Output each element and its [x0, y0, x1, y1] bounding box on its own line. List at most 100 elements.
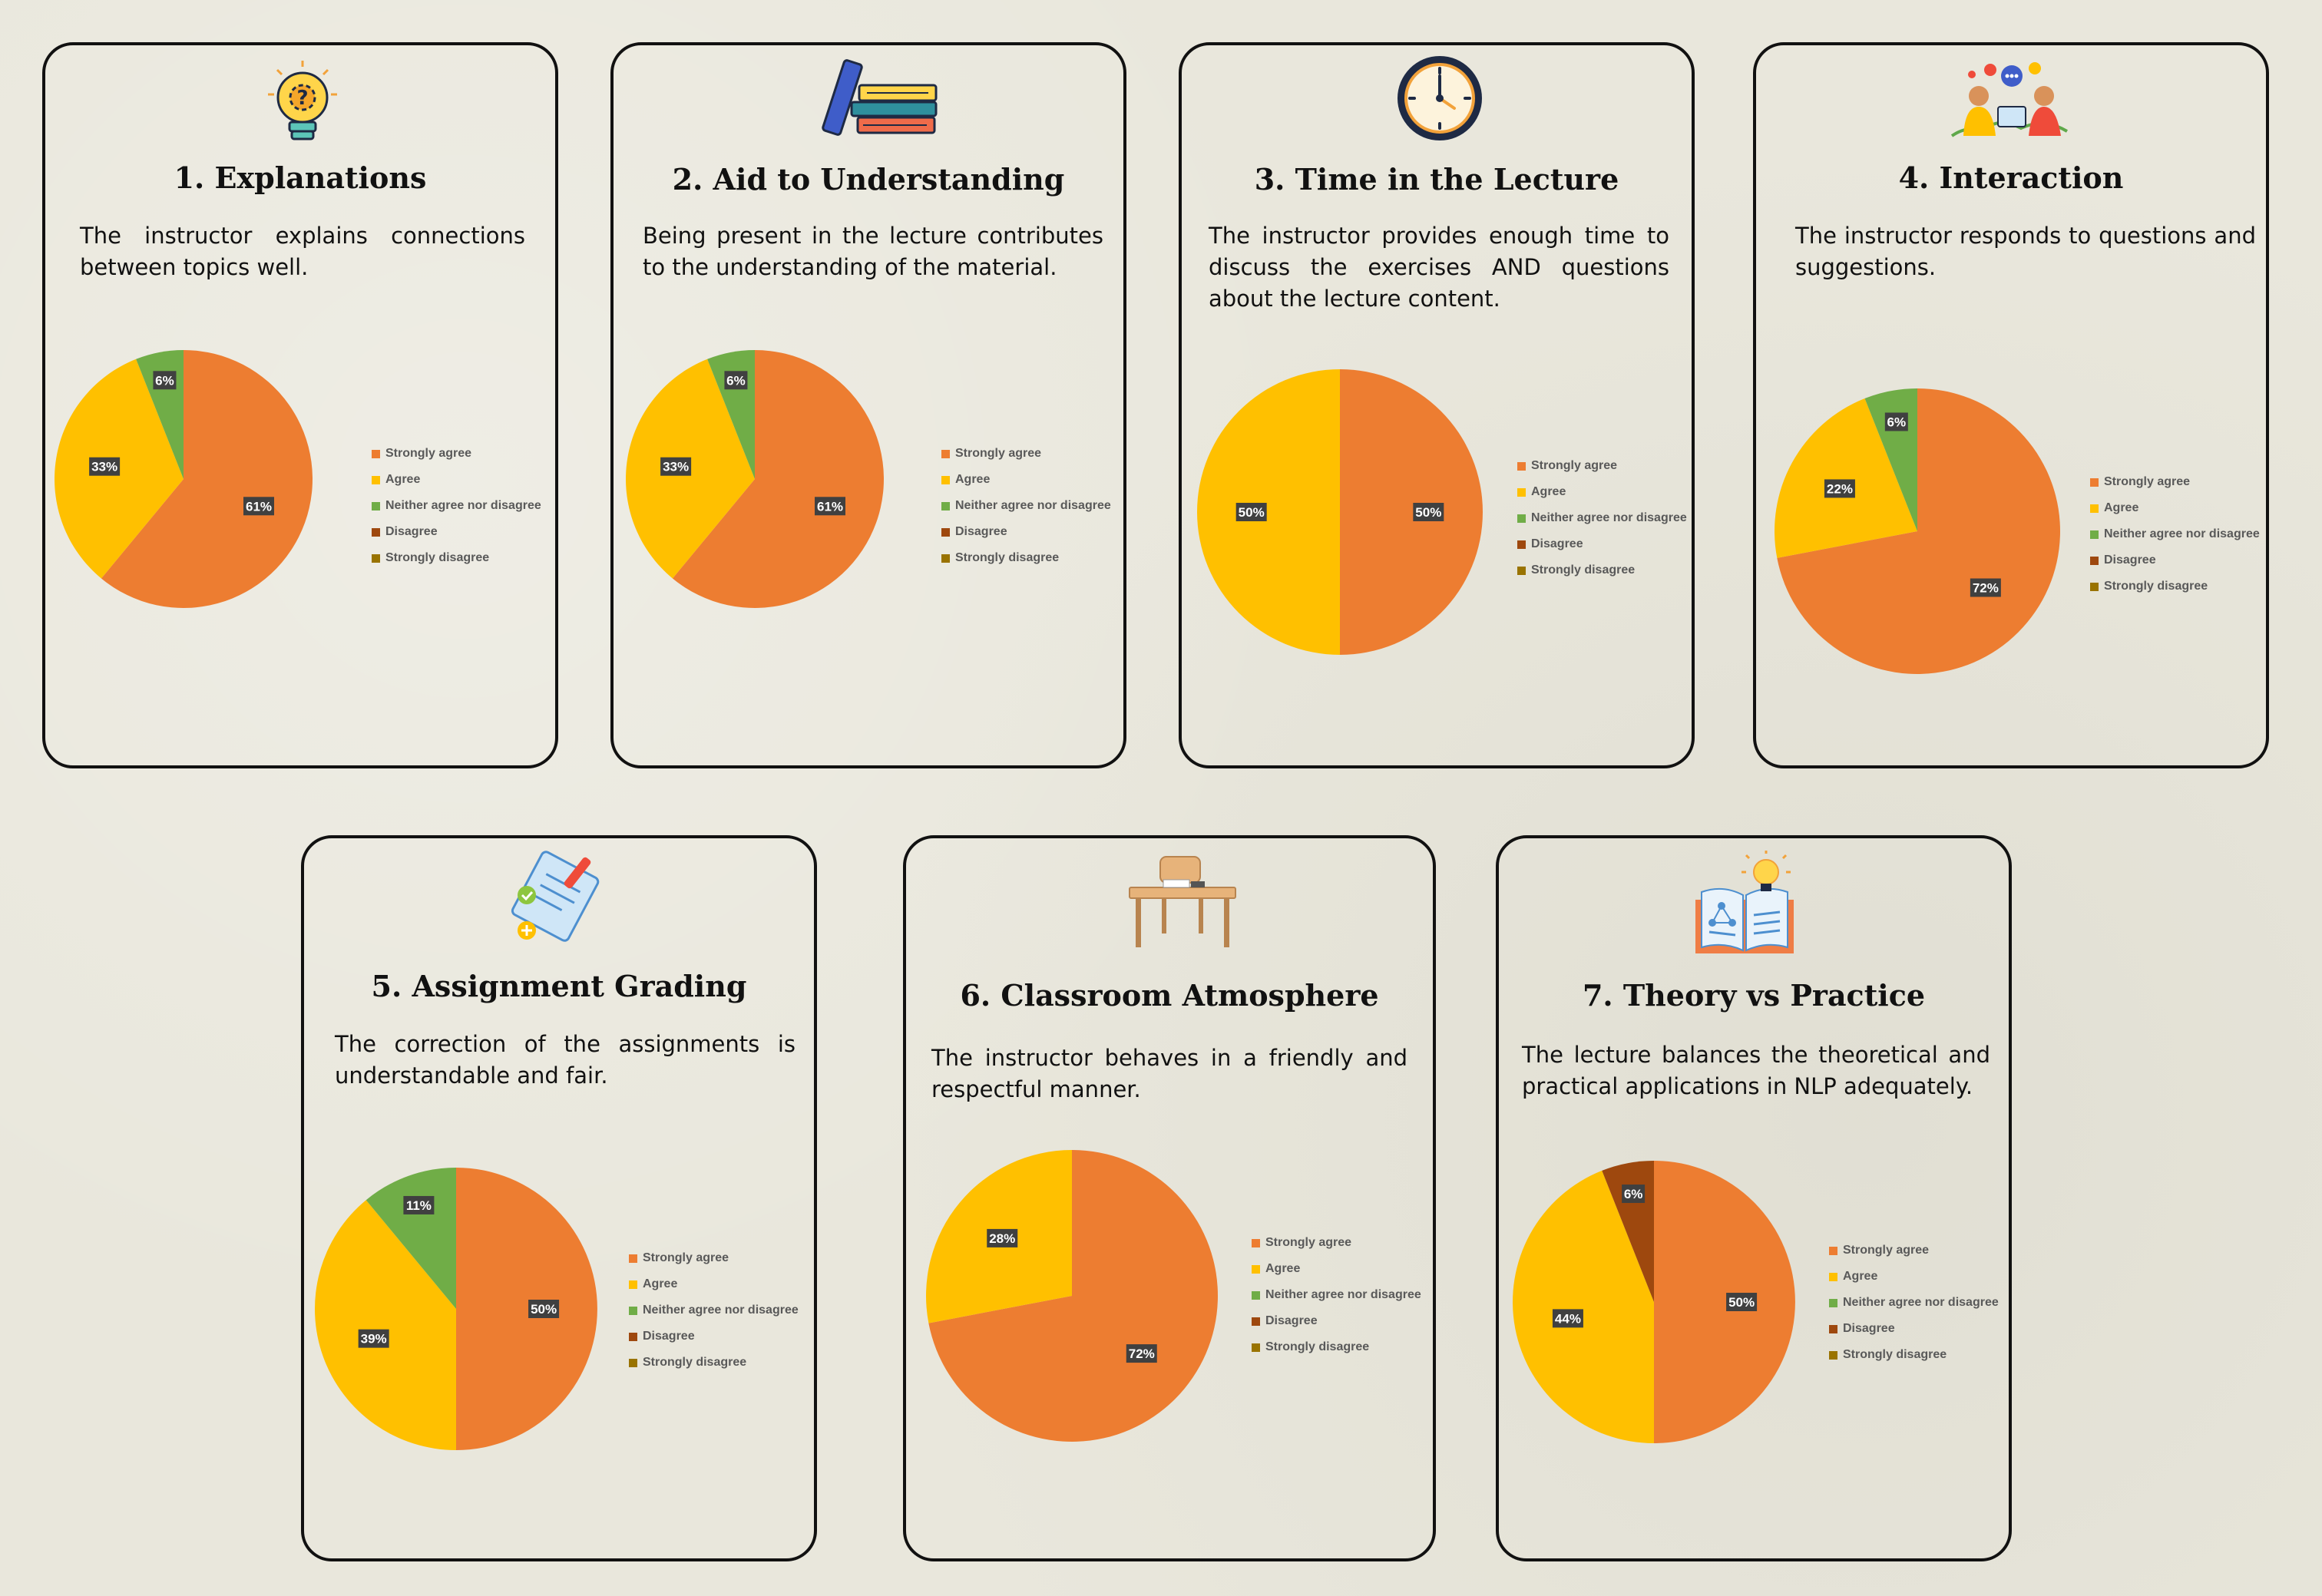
- legend-label: Agree: [385, 473, 421, 486]
- legend-label: Strongly agree: [643, 1251, 729, 1264]
- svg-text:6%: 6%: [1624, 1187, 1643, 1201]
- legend-label: Strongly disagree: [643, 1356, 747, 1369]
- legend-label: Agree: [1843, 1270, 1878, 1283]
- survey-card-classroom-atmosphere: 6. Classroom Atmosphere The instructor b…: [903, 835, 1436, 1561]
- legend-label: Strongly agree: [955, 447, 1042, 460]
- books-icon: [822, 59, 938, 136]
- legend-item-agree: Agree: [372, 467, 541, 493]
- legend-label: Strongly agree: [1265, 1236, 1352, 1249]
- pie-chart: 61% 33% 6%: [54, 350, 313, 608]
- svg-text:28%: 28%: [989, 1231, 1015, 1246]
- svg-text:61%: 61%: [817, 499, 843, 514]
- data-label-strongly-agree: 61%: [243, 497, 275, 516]
- legend-item-strongly-agree: Strongly agree: [1829, 1237, 1999, 1264]
- legend-item-strongly-disagree: Strongly disagree: [629, 1350, 799, 1376]
- legend-item-agree: Agree: [1252, 1256, 1421, 1282]
- legend-swatch: [1517, 461, 1526, 471]
- legend-swatch: [2090, 556, 2099, 565]
- legend-swatch: [372, 449, 380, 458]
- pie-slice-strongly-agree: [1340, 369, 1483, 655]
- legend-swatch: [941, 475, 950, 484]
- legend-swatch: [372, 527, 380, 537]
- legend-item-disagree: Disagree: [629, 1323, 799, 1350]
- legend-item-neither-agree-nor-disagree: Neither agree nor disagree: [2090, 521, 2260, 547]
- svg-text:39%: 39%: [361, 1332, 387, 1347]
- pie-slice-strongly-agree: [1654, 1161, 1795, 1443]
- pie-chart: 50% 50%: [1197, 369, 1483, 655]
- legend-label: Neither agree nor disagree: [2104, 527, 2260, 540]
- legend-item-strongly-disagree: Strongly disagree: [372, 545, 541, 571]
- legend-swatch: [1829, 1272, 1837, 1281]
- card-description: The instructor responds to questions and…: [1795, 223, 2256, 280]
- data-label-neither-agree-nor-disagree: 6%: [1884, 412, 1908, 431]
- pie-slice-agree: [1775, 398, 1917, 558]
- legend-item-neither-agree-nor-disagree: Neither agree nor disagree: [1252, 1282, 1421, 1308]
- data-label-strongly-agree: 50%: [1413, 503, 1444, 521]
- legend-swatch: [372, 475, 380, 484]
- legend-swatch: [1252, 1238, 1260, 1247]
- svg-text:50%: 50%: [1239, 505, 1265, 520]
- legend-label: Agree: [2104, 501, 2139, 514]
- svg-text:44%: 44%: [1555, 1311, 1581, 1326]
- svg-text:6%: 6%: [1887, 415, 1907, 429]
- legend-label: Strongly disagree: [385, 551, 490, 564]
- chart-legend: Strongly agree Agree Neither agree nor dis…: [1252, 1230, 1421, 1360]
- pie-slice-strongly-agree: [672, 350, 884, 608]
- legend-label: Strongly disagree: [1843, 1348, 1947, 1361]
- legend-item-disagree: Disagree: [1829, 1316, 1999, 1342]
- legend-item-strongly-agree: Strongly agree: [1517, 453, 1687, 479]
- card-title: 5. Assignment Grading: [371, 969, 747, 1003]
- legend-item-strongly-agree: Strongly agree: [2090, 469, 2260, 495]
- legend-item-agree: Agree: [1517, 479, 1687, 505]
- survey-card-time-in-lecture: 3. Time in the Lecture The instructor pr…: [1179, 42, 1695, 768]
- svg-text:72%: 72%: [1973, 581, 1999, 596]
- data-label-agree: 33%: [89, 457, 121, 476]
- legend-swatch: [2090, 504, 2099, 513]
- legend-label: Disagree: [1843, 1322, 1895, 1335]
- legend-swatch: [1829, 1246, 1837, 1255]
- data-label-disagree: 6%: [1622, 1185, 1646, 1204]
- legend-item-neither-agree-nor-disagree: Neither agree nor disagree: [1517, 505, 1687, 531]
- legend-swatch: [1517, 514, 1526, 523]
- pie-slice-agree: [315, 1200, 456, 1450]
- pie-chart: 50% 39% 11%: [315, 1168, 597, 1450]
- legend-swatch: [1252, 1343, 1260, 1352]
- survey-card-aid-to-understanding: 2. Aid to Understanding Being present in…: [610, 42, 1126, 768]
- legend-label: Strongly agree: [2104, 475, 2191, 488]
- legend-swatch: [1517, 566, 1526, 575]
- legend-item-neither-agree-nor-disagree: Neither agree nor disagree: [1829, 1290, 1999, 1316]
- svg-text:50%: 50%: [1415, 505, 1441, 520]
- pie-chart: 50% 44% 6%: [1513, 1161, 1795, 1443]
- chart-legend: Strongly agree Agree Neither agree nor dis…: [2090, 469, 2260, 600]
- legend-label: Strongly disagree: [2104, 580, 2208, 593]
- svg-text:50%: 50%: [1728, 1295, 1755, 1310]
- legend-label: Strongly agree: [1531, 459, 1618, 472]
- survey-card-theory-vs-practice: 7. Theory vs Practice The lecture balanc…: [1496, 835, 2012, 1561]
- legend-item-strongly-disagree: Strongly disagree: [2090, 573, 2260, 600]
- svg-text:33%: 33%: [663, 460, 689, 474]
- legend-swatch: [629, 1306, 637, 1315]
- chart-legend: Strongly agree Agree Neither agree nor dis…: [372, 441, 541, 571]
- survey-card-assignment-grading: 5. Assignment Grading The correction of …: [301, 835, 817, 1561]
- legend-label: Disagree: [385, 525, 438, 538]
- legend-label: Neither agree nor disagree: [955, 499, 1111, 512]
- legend-swatch: [1252, 1264, 1260, 1274]
- legend-label: Disagree: [1531, 537, 1583, 550]
- survey-card-explanations: ? 1. Explanations The instructor explain…: [42, 42, 558, 768]
- data-label-neither-agree-nor-disagree: 11%: [403, 1195, 435, 1214]
- data-label-strongly-agree: 50%: [1726, 1293, 1758, 1311]
- legend-swatch: [2090, 530, 2099, 539]
- data-label-strongly-agree: 72%: [1126, 1344, 1157, 1363]
- legend-label: Disagree: [1265, 1314, 1318, 1327]
- legend-label: Neither agree nor disagree: [1843, 1296, 1999, 1309]
- legend-item-disagree: Disagree: [372, 519, 541, 545]
- legend-label: Disagree: [643, 1330, 695, 1343]
- chart-legend: Strongly agree Agree Neither agree nor dis…: [941, 441, 1111, 571]
- book-lightbulb-icon: [1695, 851, 1794, 953]
- pie-slice-strongly-agree: [928, 1150, 1218, 1442]
- card-description: Being present in the lecture contributes…: [643, 223, 1103, 280]
- legend-swatch: [941, 501, 950, 511]
- data-label-neither-agree-nor-disagree: 6%: [153, 371, 177, 390]
- data-label-strongly-agree: 50%: [528, 1300, 560, 1318]
- legend-swatch: [1829, 1324, 1837, 1333]
